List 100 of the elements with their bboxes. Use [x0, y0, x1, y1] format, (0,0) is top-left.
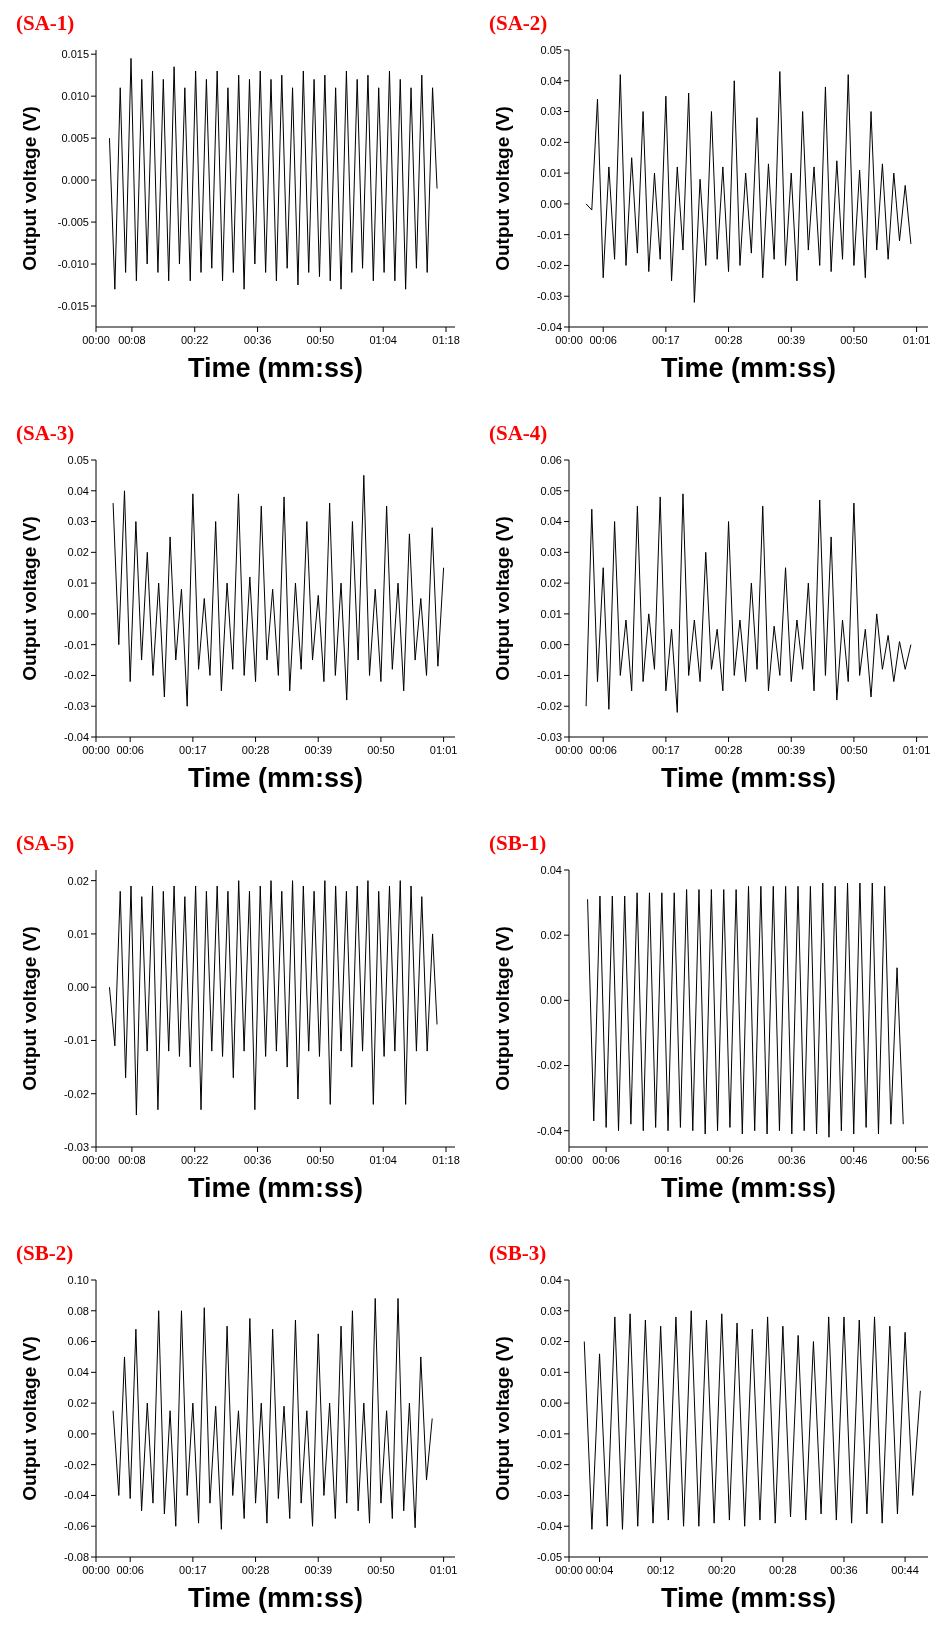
x-tick-label: 00:36	[778, 1154, 806, 1166]
y-tick-label: 0.02	[67, 874, 89, 887]
line-series	[587, 882, 904, 1138]
y-tick-label: 0.00	[67, 981, 89, 994]
x-tick-label: 01:18	[432, 334, 460, 346]
x-tick-label: 00:12	[646, 1564, 675, 1576]
y-tick-label: 0.01	[540, 166, 562, 179]
x-tick-label: 01:01	[429, 744, 458, 756]
y-tick-label: 0.02	[540, 136, 562, 149]
x-tick-label: 00:20	[708, 1564, 736, 1576]
y-tick-label: 0.04	[540, 1273, 562, 1286]
y-tick-label: 0.03	[540, 1304, 562, 1317]
y-tick-label: -0.03	[536, 290, 562, 303]
y-tick-label: 0.02	[540, 576, 562, 589]
x-tick-label: 00:00	[555, 1564, 583, 1576]
chart-title: (SA-5)	[16, 831, 75, 855]
chart-title: (SA-4)	[489, 421, 548, 445]
y-tick-label: 0.02	[540, 929, 562, 942]
x-tick-label: 00:06	[589, 744, 617, 756]
x-tick-label: 00:16	[654, 1154, 682, 1166]
y-tick-label: -0.03	[536, 1489, 562, 1502]
y-tick-label: -0.02	[536, 1458, 562, 1471]
x-axis-title: Time (mm:ss)	[187, 353, 364, 383]
x-tick-label: 00:50	[840, 744, 868, 756]
x-tick-label: 00:36	[243, 1154, 272, 1166]
chart-title: (SB-1)	[489, 831, 547, 855]
x-tick-label: 00:08	[118, 334, 146, 346]
line-series	[583, 1310, 921, 1530]
y-axis-title: Output voltage (V)	[492, 1336, 513, 1501]
y-tick-label: -0.04	[536, 1520, 562, 1533]
y-tick-label: 0.00	[540, 994, 562, 1007]
chart-title: (SB-2)	[16, 1241, 74, 1265]
line-series	[585, 493, 912, 713]
x-axis-title: Time (mm:ss)	[187, 763, 364, 793]
x-tick-label: 01:01	[429, 1564, 458, 1576]
y-tick-label: 0.01	[67, 927, 89, 940]
y-tick-label: -0.01	[536, 669, 562, 682]
x-axis-title: Time (mm:ss)	[187, 1583, 364, 1613]
y-tick-label: 0.03	[540, 105, 562, 118]
x-tick-label: 00:28	[714, 744, 743, 756]
x-tick-label: 00:44	[891, 1564, 919, 1576]
x-tick-label: 00:28	[714, 334, 743, 346]
y-tick-label: 0.10	[67, 1273, 89, 1286]
y-tick-label: 0.00	[540, 638, 562, 651]
chart-title: (SB-3)	[489, 1241, 547, 1265]
x-tick-label: 00:39	[304, 1564, 332, 1576]
y-tick-label: 0.04	[540, 74, 562, 87]
y-axis-title: Output voltage (V)	[19, 516, 40, 681]
x-tick-label: 00:22	[180, 334, 209, 346]
x-tick-label: 00:06	[116, 1564, 144, 1576]
x-tick-label: 01:04	[369, 1154, 397, 1166]
x-tick-label: 00:50	[367, 744, 395, 756]
x-tick-label: 00:46	[839, 1154, 868, 1166]
x-tick-label: 00:00	[555, 744, 583, 756]
y-tick-label: -0.03	[63, 700, 89, 713]
y-tick-label: 0.05	[67, 453, 89, 466]
y-tick-label: 0.06	[540, 453, 562, 466]
y-tick-label: -0.01	[536, 228, 562, 241]
x-tick-label: 00:00	[82, 1564, 110, 1576]
x-tick-label: 00:06	[116, 744, 144, 756]
y-tick-label: 0.02	[540, 1335, 562, 1348]
y-tick-label: 0.00	[67, 1427, 89, 1440]
y-axis-title: Output voltage (V)	[492, 106, 513, 271]
line-series	[585, 71, 912, 303]
y-tick-label: 0.00	[67, 607, 89, 620]
y-axis-title: Output voltage (V)	[19, 106, 40, 271]
y-tick-label: 0.000	[61, 173, 89, 186]
y-tick-label: 0.03	[67, 515, 89, 528]
y-tick-label: -0.04	[63, 730, 89, 743]
line-series	[112, 474, 445, 707]
x-tick-label: 01:01	[902, 334, 931, 346]
x-axis-title: Time (mm:ss)	[660, 1583, 837, 1613]
y-tick-label: 0.08	[67, 1304, 89, 1317]
x-tick-label: 00:17	[652, 334, 680, 346]
x-tick-label: 01:01	[902, 744, 931, 756]
y-tick-label: -0.08	[63, 1550, 89, 1563]
x-tick-label: 01:18	[432, 1154, 460, 1166]
chart-title: (SA-1)	[16, 11, 75, 35]
y-tick-label: -0.04	[536, 1124, 562, 1137]
y-tick-label: 0.010	[61, 90, 89, 103]
y-tick-label: 0.04	[540, 863, 562, 876]
x-tick-label: 00:36	[830, 1564, 858, 1576]
x-tick-label: 00:36	[243, 334, 272, 346]
y-tick-label: 0.00	[540, 1396, 562, 1409]
y-tick-label: -0.03	[63, 1140, 89, 1153]
x-tick-label: 00:00	[82, 334, 110, 346]
x-tick-label: 01:04	[369, 334, 397, 346]
x-tick-label: 00:50	[840, 334, 868, 346]
y-tick-label: 0.02	[67, 1396, 89, 1409]
y-tick-label: -0.015	[57, 299, 89, 312]
y-tick-label: -0.06	[63, 1520, 89, 1533]
x-tick-label: 00:39	[777, 744, 805, 756]
y-axis-title: Output voltage (V)	[19, 1336, 40, 1501]
x-tick-label: 00:50	[306, 334, 335, 346]
y-tick-label: -0.01	[536, 1427, 562, 1440]
line-series	[108, 880, 438, 1116]
y-tick-label: -0.05	[536, 1550, 562, 1563]
y-tick-label: 0.04	[540, 515, 562, 528]
x-tick-label: 00:00	[82, 744, 110, 756]
x-tick-label: 00:00	[82, 1154, 110, 1166]
